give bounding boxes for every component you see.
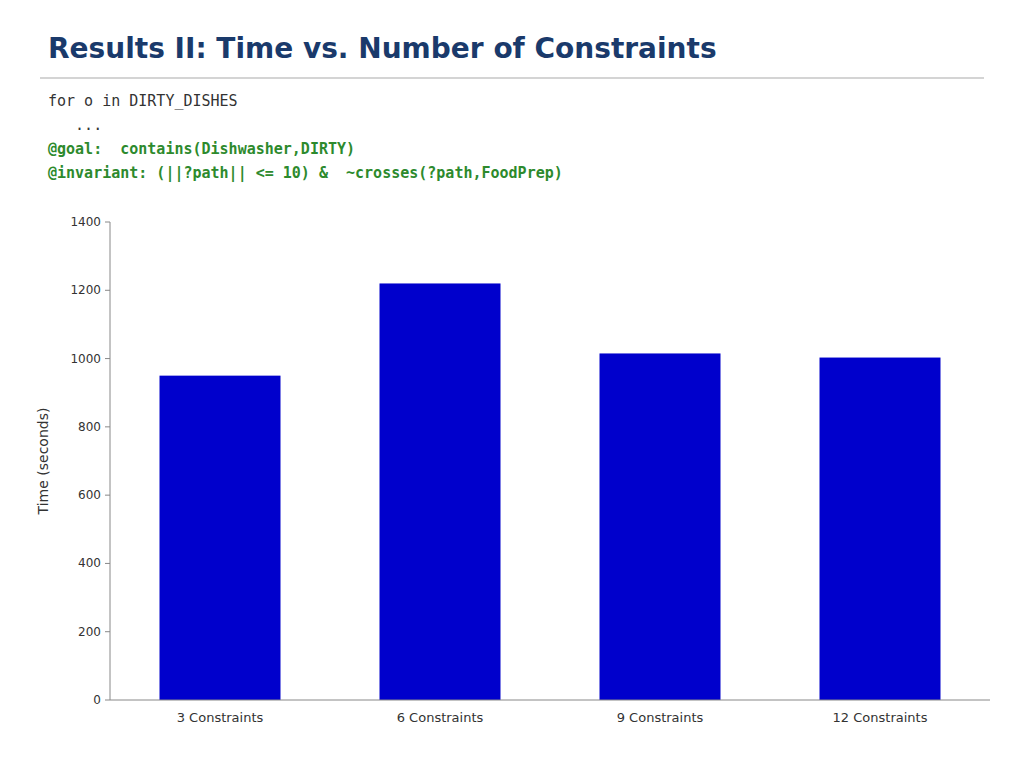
annotation: @goal: contains(Dishwasher,DIRTY) bbox=[48, 140, 355, 158]
y-tick bbox=[105, 700, 110, 701]
annotation: for o in DIRTY_DISHES bbox=[48, 92, 238, 110]
y-tick bbox=[105, 222, 110, 223]
y-tick-label: 600 bbox=[78, 488, 101, 502]
bar bbox=[600, 353, 721, 700]
y-tick-label: 1200 bbox=[70, 283, 101, 297]
y-axis-label: Time (seconds) bbox=[35, 408, 51, 516]
y-tick-label: 1000 bbox=[70, 352, 101, 366]
y-tick bbox=[105, 563, 110, 564]
y-tick-label: 200 bbox=[78, 625, 101, 639]
y-tick-label: 0 bbox=[93, 693, 101, 707]
bar bbox=[820, 358, 941, 700]
bar bbox=[380, 283, 501, 700]
chart: Results II: Time vs. Number of Constrain… bbox=[0, 0, 1024, 768]
y-tick-label: 400 bbox=[78, 556, 101, 570]
y-tick-label: 800 bbox=[78, 420, 101, 434]
y-tick bbox=[105, 426, 110, 427]
y-tick bbox=[105, 290, 110, 291]
x-tick-label: 12 Constraints bbox=[833, 710, 928, 725]
x-axis-line bbox=[110, 700, 990, 701]
x-tick-label: 9 Constraints bbox=[617, 710, 704, 725]
x-tick-label: 3 Constraints bbox=[177, 710, 264, 725]
x-tick-label: 6 Constraints bbox=[397, 710, 484, 725]
bars bbox=[160, 283, 941, 700]
y-tick bbox=[105, 358, 110, 359]
annotation: ... bbox=[48, 116, 102, 134]
y-tick bbox=[105, 631, 110, 632]
title: Results II: Time vs. Number of Constrain… bbox=[48, 32, 717, 65]
annotation: @invariant: (||?path|| <= 10) & ~crosses… bbox=[48, 164, 563, 183]
y-tick-label: 1400 bbox=[70, 215, 101, 229]
separator bbox=[40, 77, 984, 78]
y-axis-line bbox=[110, 222, 111, 700]
y-tick bbox=[105, 495, 110, 496]
bar bbox=[160, 376, 281, 700]
